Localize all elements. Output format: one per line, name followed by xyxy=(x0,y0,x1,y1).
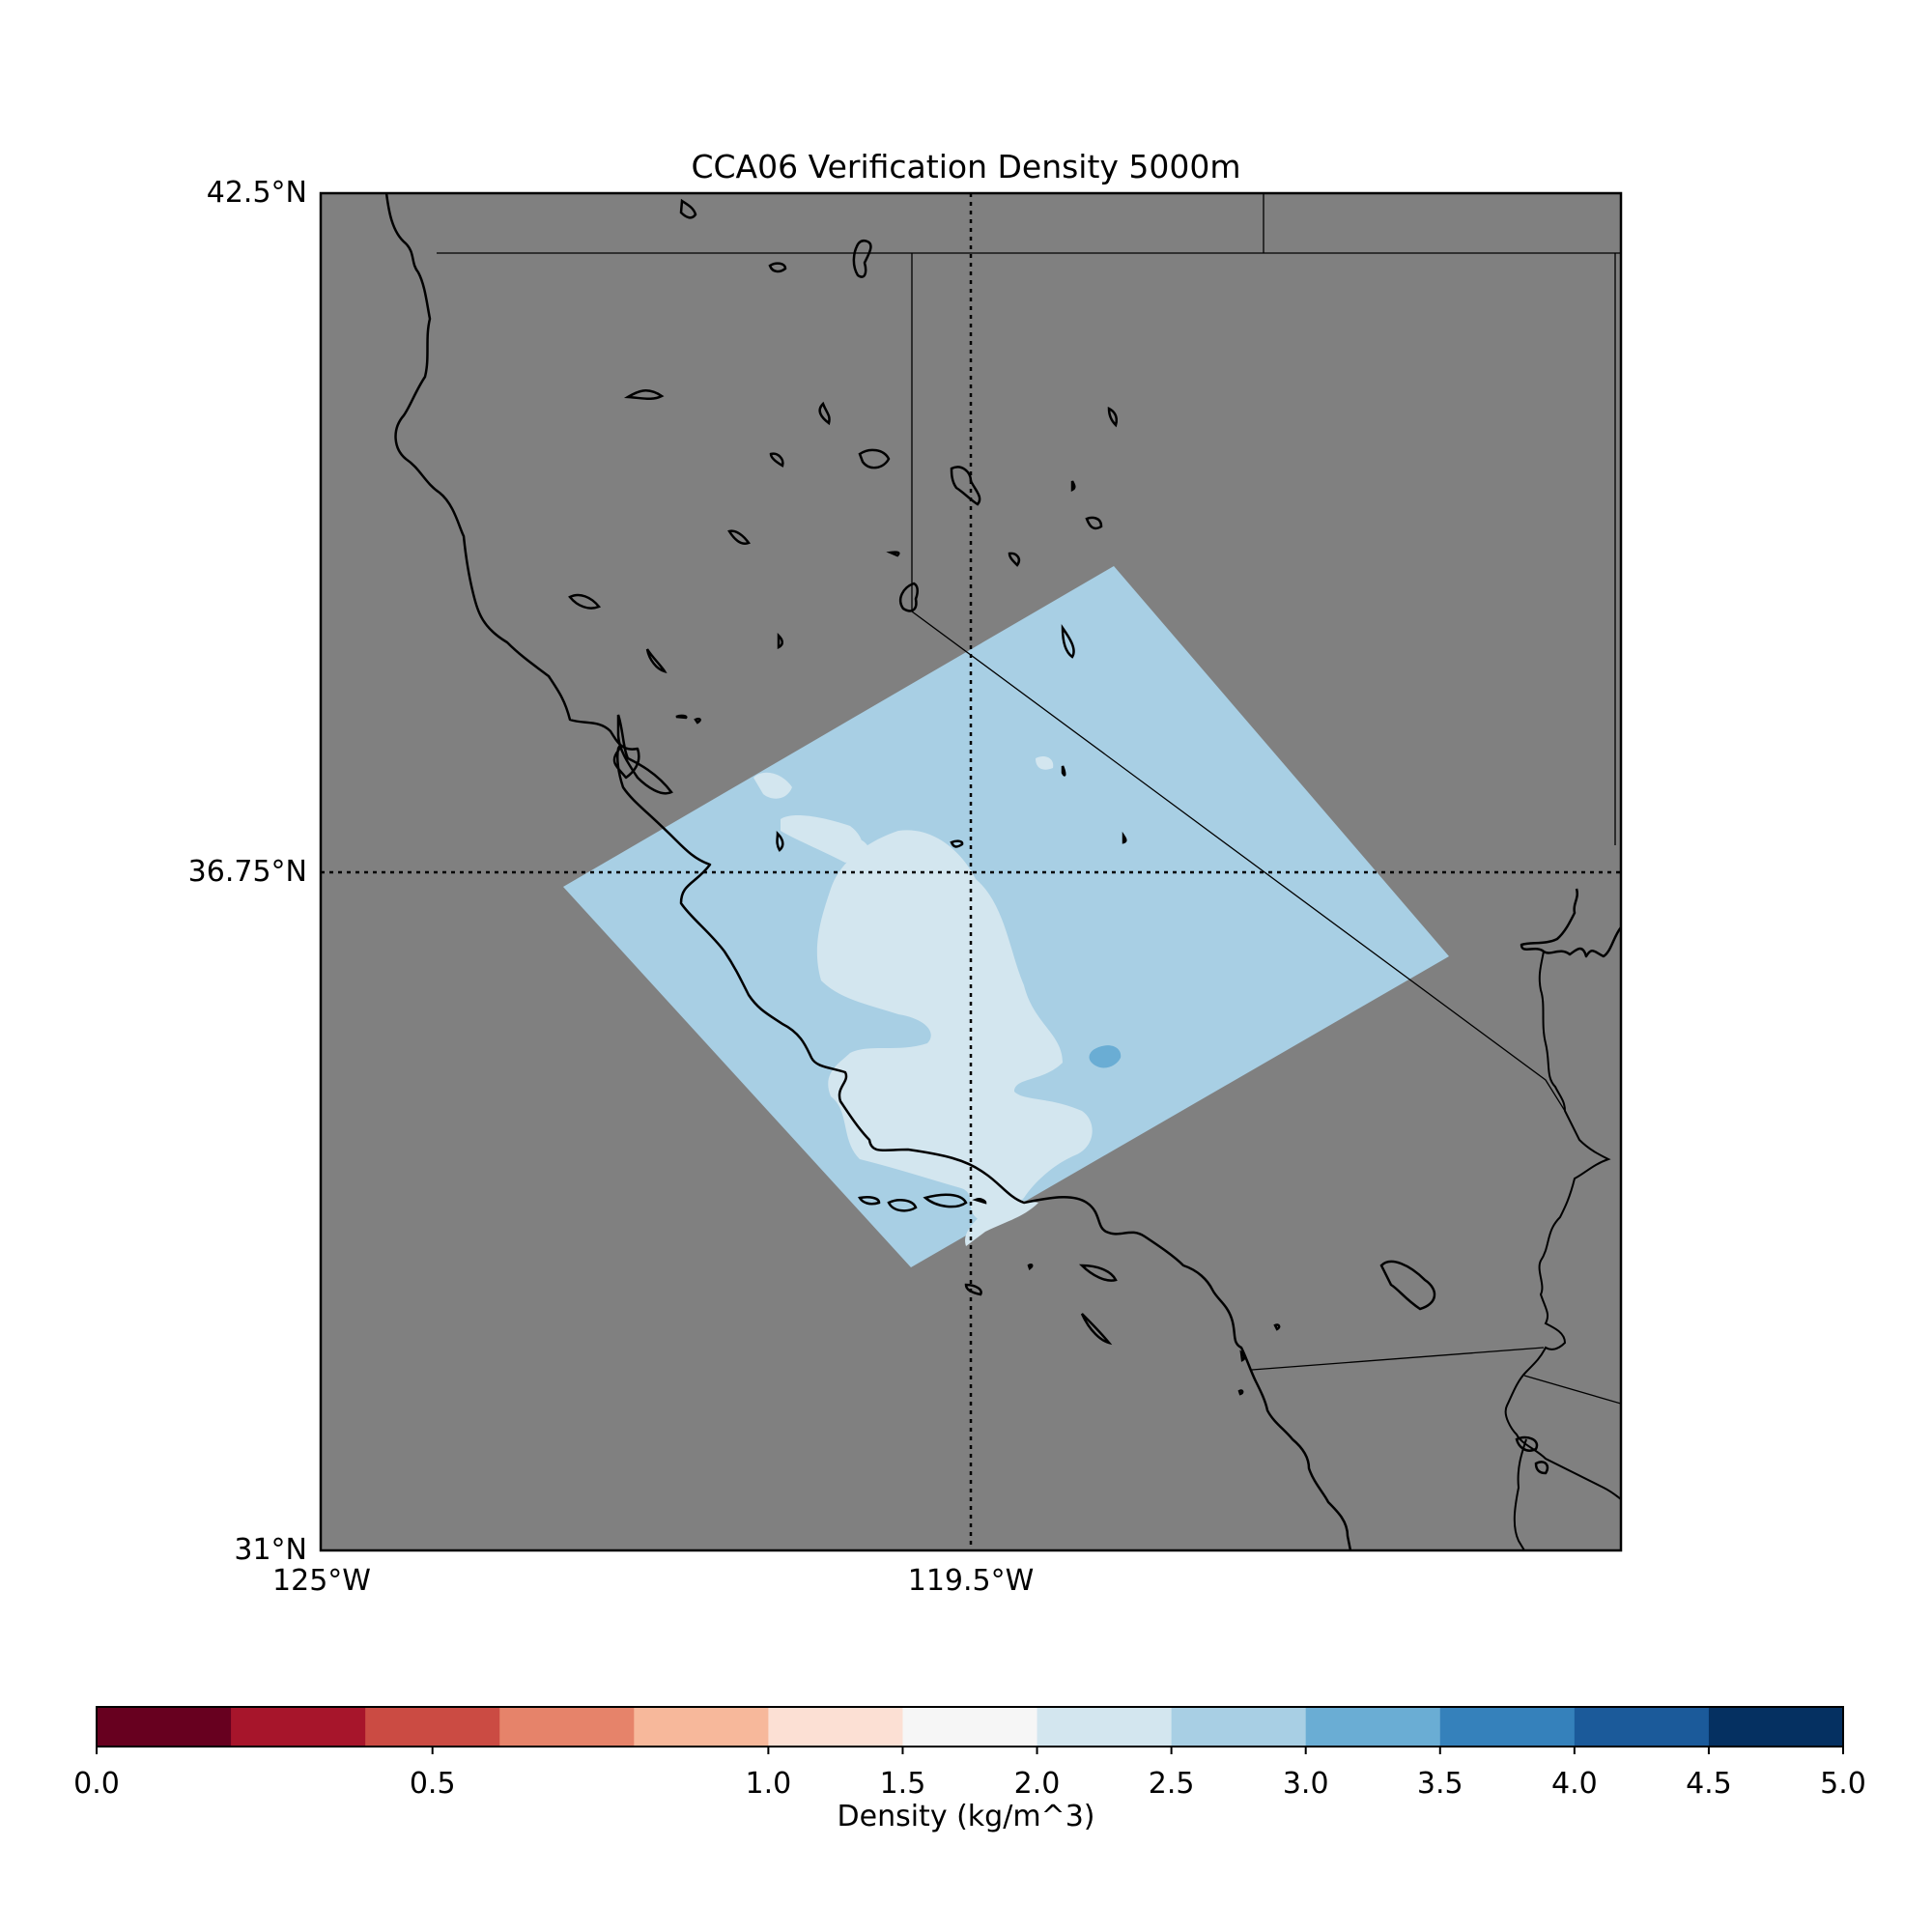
colorbar-bin xyxy=(634,1707,769,1747)
colorbar-bin xyxy=(1305,1707,1441,1747)
island xyxy=(887,1199,918,1212)
colorbar-tick-label: 1.5 xyxy=(879,1767,926,1801)
colorbar-bin xyxy=(902,1707,1038,1747)
island xyxy=(964,1283,982,1296)
lake xyxy=(950,839,964,848)
lake xyxy=(818,401,831,426)
coastline-baja xyxy=(1513,1438,1527,1550)
colorbar-tick-label: 2.5 xyxy=(1148,1767,1195,1801)
lake xyxy=(623,389,665,401)
water-bodies xyxy=(568,198,1549,1475)
island xyxy=(1534,1461,1549,1475)
map-frame xyxy=(319,191,1623,1552)
lake xyxy=(1008,552,1021,567)
colorbar-bin xyxy=(1574,1707,1710,1747)
colorbar-bin xyxy=(1439,1707,1576,1747)
lake xyxy=(727,529,751,545)
island xyxy=(1027,1263,1034,1271)
colorbar-tick-label: 1.0 xyxy=(745,1767,792,1801)
lon-label-middle: 119.5°W xyxy=(907,1564,1035,1598)
colorbar-tick-label: 3.5 xyxy=(1416,1767,1463,1801)
colorbar-bin xyxy=(231,1707,366,1747)
lake xyxy=(858,448,891,469)
colorbar-bin xyxy=(1037,1707,1173,1747)
colorbar xyxy=(97,1707,1844,1747)
island xyxy=(1078,1264,1118,1282)
colorbar-ticks xyxy=(96,1747,1844,1754)
lake xyxy=(645,648,668,673)
lake xyxy=(776,830,784,852)
island xyxy=(972,1198,987,1205)
island xyxy=(923,1193,968,1208)
state-border-ca-nv xyxy=(911,253,1566,1112)
island xyxy=(1273,1323,1281,1331)
island xyxy=(1237,1389,1244,1396)
density-zone-light xyxy=(1036,756,1054,770)
density-zone-light xyxy=(856,838,870,860)
lake xyxy=(777,632,783,650)
colorbar-bin xyxy=(1708,1707,1844,1747)
coastline xyxy=(384,193,1352,1550)
model-region xyxy=(563,566,1449,1267)
lat-label-bottom: 31°N xyxy=(234,1533,307,1567)
colorbar-tick-label: 2.0 xyxy=(1013,1767,1061,1801)
lake xyxy=(1070,480,1076,493)
lon-label-left: 125°W xyxy=(272,1564,371,1598)
colorbar-bin xyxy=(365,1707,500,1747)
lake xyxy=(616,714,673,795)
state-border-mx xyxy=(1523,1375,1621,1405)
lake xyxy=(1379,1260,1436,1311)
island xyxy=(1239,1350,1246,1362)
lake xyxy=(1085,516,1103,530)
lake xyxy=(568,593,602,610)
coastline-gulf xyxy=(1504,951,1621,1500)
island xyxy=(1515,1435,1539,1452)
map-title: CCA06 Verification Density 5000m xyxy=(691,148,1241,185)
colorbar-tick-label: 0.0 xyxy=(73,1767,120,1801)
state-border-us-mx xyxy=(1251,1347,1545,1371)
colorbar-bin xyxy=(97,1707,232,1747)
lat-label-top: 42.5°N xyxy=(206,176,307,210)
lat-label-middle: 36.75°N xyxy=(187,855,307,889)
lake xyxy=(1061,624,1075,659)
lake xyxy=(950,466,981,506)
lake xyxy=(1061,765,1066,777)
island xyxy=(1080,1313,1113,1346)
lake xyxy=(898,582,919,612)
colorbar-tick-label: 4.5 xyxy=(1686,1767,1732,1801)
colorbar-tick-label: 4.0 xyxy=(1550,1767,1598,1801)
lake xyxy=(768,262,787,273)
density-zone-light xyxy=(816,830,1093,1221)
colorbar-label: Density (kg/m^3) xyxy=(837,1800,1095,1833)
density-zone-light xyxy=(965,1198,1038,1246)
colorbar-bin xyxy=(499,1707,635,1747)
colorbar-tick-label: 3.0 xyxy=(1282,1767,1329,1801)
lake xyxy=(1107,406,1118,428)
lake xyxy=(769,452,784,468)
lake xyxy=(886,551,900,557)
colorbar-tick-label: 5.0 xyxy=(1820,1767,1866,1801)
lake xyxy=(679,198,697,219)
colorbar-tick-label: 0.5 xyxy=(409,1767,456,1801)
colorbar-bin xyxy=(1171,1707,1307,1747)
colorbar-frame xyxy=(96,1706,1844,1747)
density-zone-light xyxy=(781,815,863,863)
lake xyxy=(1122,831,1127,844)
density-zone-light xyxy=(753,772,792,799)
lake xyxy=(852,239,872,278)
colorbar-bin xyxy=(768,1707,903,1747)
island xyxy=(858,1195,881,1206)
density-zone-dark xyxy=(1089,1045,1122,1068)
lake xyxy=(675,714,688,720)
lake xyxy=(694,717,701,724)
